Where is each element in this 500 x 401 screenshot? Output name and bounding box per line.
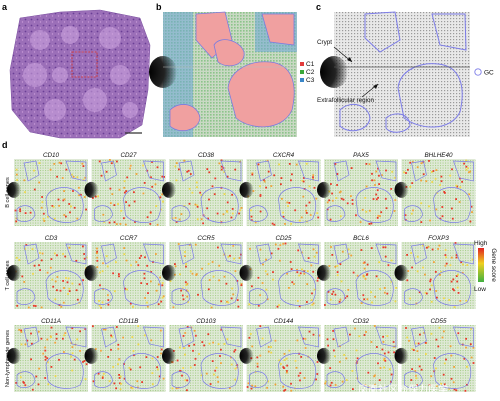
gene-score-map [84, 325, 166, 392]
gene-score-map [7, 242, 88, 309]
panel-b-legend: C1 C2 C3 [300, 61, 315, 84]
gene-label: CD11A [41, 318, 61, 325]
panel-label-d: d [2, 140, 8, 150]
gene-label: CD55 [430, 318, 447, 325]
gene-score-map [394, 159, 476, 226]
gene-score-map [162, 325, 243, 392]
gene-score-map [317, 325, 398, 392]
legend-swatch-c3 [300, 78, 304, 82]
gene-score-map [239, 159, 321, 226]
gene-label: CD10 [43, 152, 60, 159]
panel-b-cluster-map: C1 C2 C3 [149, 11, 315, 137]
gene-label: CD11B [119, 318, 139, 325]
gene-label: FOXP3 [428, 235, 449, 242]
panel-a-he-image [9, 9, 151, 139]
scale-high-label: High [474, 240, 488, 247]
crypt-label: Crypt [317, 39, 332, 46]
gene-score-map [162, 242, 243, 309]
panel-a-inset-box [71, 51, 98, 78]
extrafollicular-label: Extrafollicular region [317, 97, 375, 104]
legend-label-c2: C2 [306, 69, 315, 76]
watermark: 凤凰社区@保力医学 [358, 383, 448, 396]
gene-label: CD25 [275, 235, 292, 242]
gene-score-map [162, 159, 243, 226]
gene-label: CXCR4 [273, 152, 295, 159]
scale-title: Gene score [490, 248, 497, 282]
panel-label-b: b [156, 2, 162, 12]
gene-score-map [239, 242, 321, 309]
legend-label-c1: C1 [306, 61, 315, 68]
legend-swatch-c1 [300, 62, 304, 66]
gene-label: CCR7 [120, 235, 138, 242]
legend-swatch-c2 [300, 70, 304, 74]
scale-low-label: Low [474, 286, 486, 293]
panel-label-c: c [316, 2, 321, 12]
gene-label: BCL6 [353, 235, 369, 242]
gene-label: CCR5 [197, 235, 215, 242]
scale-gradient [478, 248, 484, 282]
gene-label: PAX5 [353, 152, 369, 159]
gene-label: BHLHE40 [424, 152, 452, 159]
gene-score-map [84, 159, 166, 226]
gene-label: CD27 [120, 152, 137, 159]
gene-label: CD3 [45, 235, 58, 242]
gene-label: CD144 [274, 318, 294, 325]
panel-c-gc-map: Crypt Extrafollicular region GC [317, 11, 494, 137]
panel-label-a: a [2, 2, 8, 12]
gene-label: CD103 [196, 318, 216, 325]
gene-score-map [317, 159, 398, 226]
gene-score-map [317, 242, 398, 309]
gene-score-map [394, 325, 476, 392]
gene-label: CD32 [353, 318, 370, 325]
gene-score-map [84, 242, 166, 309]
legend-label-c3: C3 [306, 77, 315, 84]
gene-score-map [394, 242, 476, 309]
gene-score-scale: High Low Gene score [474, 240, 497, 293]
gene-score-map [239, 325, 321, 392]
gc-legend-label: GC [484, 70, 494, 77]
gc-legend-swatch [474, 68, 482, 76]
gene-score-map [7, 159, 88, 226]
gene-label: CD38 [198, 152, 215, 159]
gene-score-map [7, 325, 88, 392]
